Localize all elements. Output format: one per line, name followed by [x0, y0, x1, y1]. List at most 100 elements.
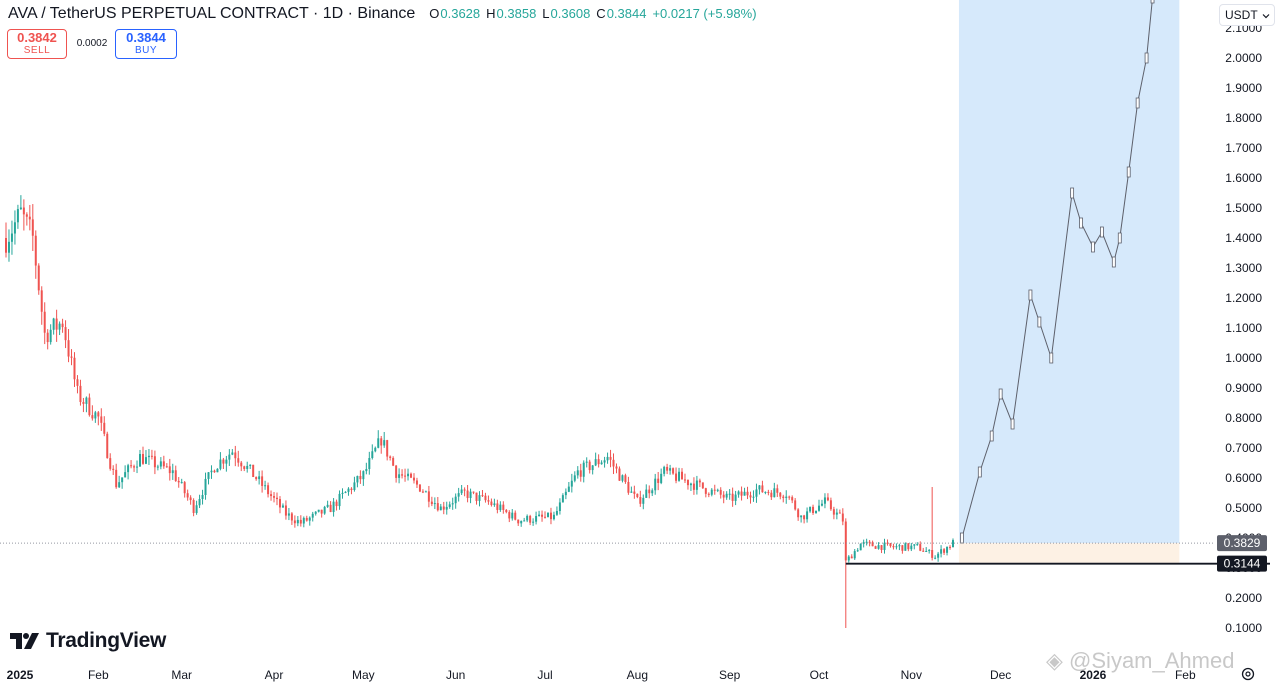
candle-body — [404, 475, 407, 477]
candle-body — [835, 512, 838, 515]
symbol-title[interactable]: AVA / TetherUS PERPETUAL CONTRACT · 1D ·… — [8, 5, 416, 22]
candle-body — [16, 209, 19, 223]
candle-body — [746, 491, 749, 496]
low-value: 0.3608 — [550, 6, 591, 21]
candle-body — [633, 491, 636, 494]
candle-body — [338, 493, 341, 507]
y-tick-label: 1.5000 — [1225, 201, 1262, 215]
candle-body — [475, 492, 478, 501]
candle-body — [368, 458, 371, 469]
candle-body — [225, 459, 228, 464]
candle-body — [353, 482, 356, 490]
candle-body — [73, 357, 76, 380]
y-tick-label: 1.2000 — [1225, 291, 1262, 305]
candle-body — [85, 397, 88, 404]
candle-body — [133, 466, 136, 468]
candle-body — [478, 495, 481, 501]
tradingview-icon — [10, 633, 39, 649]
currency-selector[interactable]: USDT — [1219, 4, 1275, 26]
currency-label: USDT — [1225, 8, 1258, 22]
candle-body — [797, 509, 800, 518]
candle-body — [34, 235, 37, 266]
candle-body — [829, 500, 832, 510]
y-tick-label: 0.7000 — [1225, 441, 1262, 455]
candle-body — [520, 520, 523, 524]
candle-body — [246, 465, 249, 469]
candle-body — [407, 473, 410, 477]
projection-candle — [1100, 226, 1104, 238]
candle-body — [311, 513, 314, 518]
candle-body — [642, 497, 645, 504]
candle-body — [719, 489, 722, 495]
candle-body — [692, 483, 695, 490]
buy-button[interactable]: 0.3844 BUY — [115, 29, 177, 59]
candle-body — [913, 544, 916, 546]
candle-body — [255, 477, 258, 480]
candle-body — [564, 491, 567, 496]
candle-body — [776, 488, 779, 493]
candle-body — [412, 477, 415, 481]
low-label: L — [542, 6, 550, 21]
candle-body — [150, 455, 153, 457]
candle-body — [231, 452, 234, 455]
candle-body — [627, 481, 630, 493]
candle-body — [37, 265, 40, 291]
x-tick-label: 2026 — [1080, 668, 1107, 682]
y-tick-label: 1.3000 — [1225, 261, 1262, 275]
candle-body — [886, 542, 889, 544]
candle-body — [868, 541, 871, 543]
candle-body — [648, 489, 651, 494]
candle-body — [7, 241, 10, 253]
candle-body — [922, 550, 925, 552]
candle-body — [689, 483, 692, 486]
candle-body — [606, 456, 609, 461]
candle-body — [94, 412, 97, 419]
candle-body — [386, 440, 389, 457]
buy-label: BUY — [134, 45, 158, 56]
projection-candle — [1070, 187, 1075, 199]
candle-body — [588, 461, 591, 471]
candle-body — [228, 454, 231, 460]
projection-candle — [1144, 52, 1149, 64]
change-value: +0.0217 (+5.98%) — [652, 6, 757, 21]
candle-body — [809, 506, 812, 512]
candle-body — [791, 497, 794, 501]
candle-body — [481, 495, 484, 497]
candle-body — [469, 491, 472, 498]
candle-body — [67, 340, 70, 357]
candle-body — [934, 557, 937, 559]
candle-body — [871, 542, 874, 547]
candle-body — [639, 497, 642, 504]
candle-body — [812, 506, 815, 513]
candle-body — [13, 222, 16, 234]
x-tick-label: Aug — [627, 668, 648, 682]
candle-body — [144, 457, 147, 464]
candle-body — [928, 549, 931, 552]
sell-button[interactable]: 0.3842 SELL — [7, 29, 67, 59]
candle-body — [898, 545, 901, 547]
candle-body — [270, 494, 273, 497]
candle-body — [436, 503, 439, 511]
candle-body — [213, 470, 216, 473]
candle-body — [761, 485, 764, 493]
candle-body — [612, 459, 615, 467]
candle-body — [907, 543, 910, 550]
candle-body — [710, 489, 713, 495]
tradingview-logo[interactable]: TradingView — [10, 629, 166, 653]
candle-body — [314, 511, 317, 514]
y-tick-label: 0.1000 — [1225, 621, 1262, 635]
projection-candle — [998, 388, 1003, 400]
candle-body — [946, 546, 949, 553]
candle-body — [698, 480, 701, 483]
candle-body — [624, 475, 627, 482]
candle-body — [290, 513, 293, 521]
candle-body — [576, 470, 579, 476]
candle-body — [153, 456, 156, 468]
projection-zone — [958, 0, 1180, 544]
candle-body — [222, 459, 225, 464]
settings-gear-icon[interactable] — [1241, 667, 1255, 681]
candle-body — [910, 545, 913, 550]
candle-body — [603, 460, 606, 463]
y-tick-label: 1.1000 — [1225, 321, 1262, 335]
